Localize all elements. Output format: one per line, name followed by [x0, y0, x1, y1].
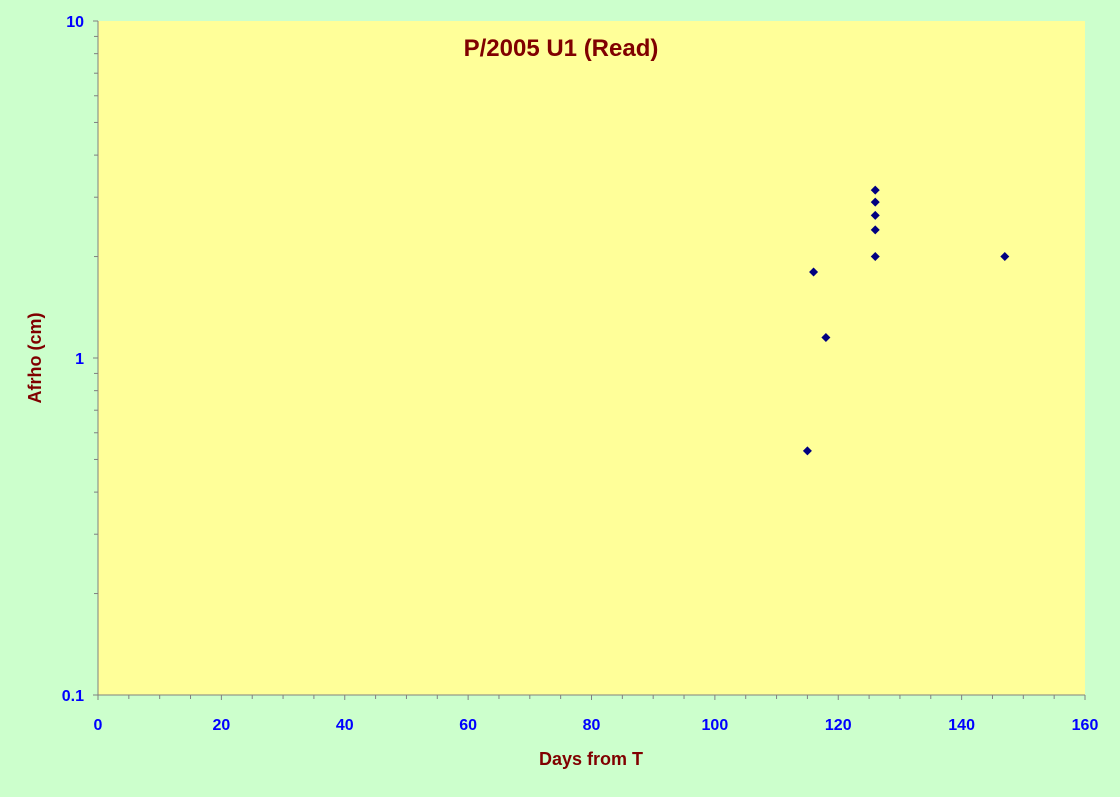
minor-ticks	[94, 35, 1055, 699]
y-tick-labels: 0.1 1 10	[62, 14, 84, 705]
data-point	[870, 210, 880, 220]
plot-area	[98, 21, 1085, 695]
y-axis-title: Afrho (cm)	[25, 313, 45, 404]
data-point	[870, 252, 880, 262]
x-tick-label: 100	[702, 717, 729, 734]
x-tick-label: 40	[336, 717, 354, 734]
x-tick-label: 120	[825, 717, 852, 734]
x-tick-label: 20	[212, 717, 230, 734]
data-point	[870, 185, 880, 195]
y-tick-label: 10	[66, 14, 84, 31]
data-point	[809, 267, 819, 277]
x-tick-labels: 0 20 40 60 80 100 120 140 160	[94, 717, 1099, 734]
chart-title: P/2005 U1 (Read)	[464, 35, 659, 62]
data-point	[870, 197, 880, 207]
x-tick-label: 140	[948, 717, 975, 734]
data-markers	[802, 185, 1010, 456]
data-point	[821, 333, 831, 343]
x-tick-label: 60	[459, 717, 477, 734]
data-point	[802, 446, 812, 456]
x-tick-label: 160	[1072, 717, 1099, 734]
x-tick-label: 80	[583, 717, 601, 734]
data-point	[870, 225, 880, 235]
data-point	[1000, 252, 1010, 262]
x-axis-title: Days from T	[539, 749, 643, 769]
x-tick-label: 0	[94, 717, 103, 734]
y-tick-label: 0.1	[62, 688, 84, 705]
y-tick-label: 1	[75, 351, 84, 368]
major-ticks	[93, 20, 1086, 700]
